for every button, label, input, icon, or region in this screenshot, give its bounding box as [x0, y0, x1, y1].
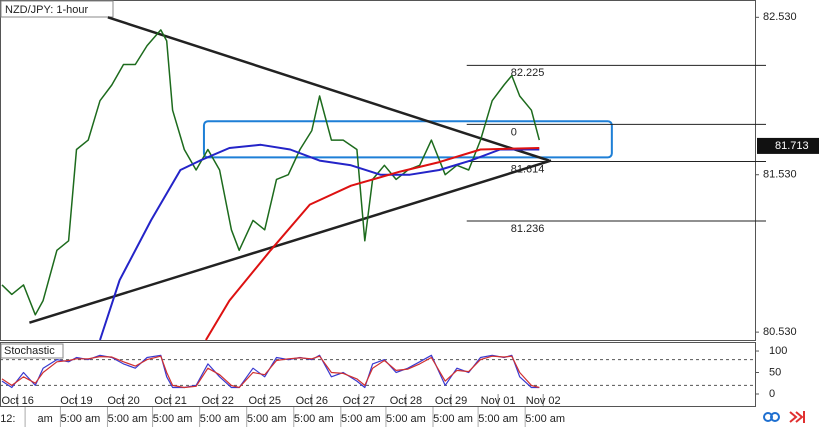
x-tick-label: Oct 29 — [435, 395, 467, 407]
title-box — [0, 0, 114, 18]
chart-title: NZD/JPY: 1-hour — [5, 4, 88, 16]
x-tick-label: Oct 28 — [390, 395, 422, 407]
fib-label: 82.225 — [511, 67, 545, 79]
x-time-label: 5:00 am — [386, 413, 426, 425]
x-time-label: am — [37, 413, 52, 425]
y-tick-label: 82.530 — [763, 11, 797, 23]
x-time-label: 5:00 am — [525, 413, 565, 425]
x-tick-label: Oct 26 — [296, 395, 328, 407]
x-time-label: 12: — [0, 413, 15, 425]
x-tick-label: Nov 01 — [481, 395, 516, 407]
bottom-icons — [763, 411, 805, 423]
x-time-label: 5:00 am — [247, 413, 287, 425]
x-tick-label: Oct 19 — [60, 395, 92, 407]
stochastic-title-box — [0, 343, 64, 359]
main-panel-frame — [0, 0, 756, 341]
x-tick-label: Nov 02 — [526, 395, 561, 407]
stochastic-title: Stochastic — [4, 345, 55, 357]
x-time-label: 5:00 am — [478, 413, 518, 425]
price-line — [1, 355, 540, 389]
x-tick-label: Oct 27 — [343, 395, 375, 407]
stoch-y-tick-label: 50 — [769, 366, 781, 378]
price-line — [99, 143, 540, 341]
x-time-label: 5:00 am — [153, 413, 193, 425]
x-tick-label: Oct 25 — [249, 395, 281, 407]
current-price-box — [757, 137, 819, 154]
link-icon-part — [770, 412, 780, 422]
y-tick-label: 81.530 — [763, 169, 797, 181]
x-time-label: 5:00 am — [341, 413, 381, 425]
scroll-end-icon[interactable] — [789, 411, 805, 423]
x-time-label: 5:00 am — [61, 413, 101, 425]
x-tick-label: Oct 20 — [107, 395, 139, 407]
fib-label: 81.236 — [511, 223, 545, 235]
trendline — [107, 16, 550, 162]
stoch-y-tick-label: 0 — [769, 388, 775, 400]
zone-box — [202, 120, 613, 159]
x-time-label: 5:00 am — [433, 413, 473, 425]
x-time-label: 5:00 am — [108, 413, 148, 425]
price-line — [1, 29, 541, 316]
price-line — [205, 147, 540, 341]
fib-label: 0 — [511, 126, 517, 138]
x-tick-label: Oct 16 — [1, 395, 33, 407]
y-tick-label: 80.530 — [763, 326, 797, 338]
x-tick-label: Oct 21 — [154, 395, 186, 407]
current-price-label: 81.713 — [775, 140, 809, 152]
stoch-y-tick-label: 100 — [769, 345, 787, 357]
x-time-label: 5:00 am — [294, 413, 334, 425]
x-time-label: 5:00 am — [200, 413, 240, 425]
trendline — [29, 159, 552, 324]
x-tick-label: Oct 22 — [201, 395, 233, 407]
